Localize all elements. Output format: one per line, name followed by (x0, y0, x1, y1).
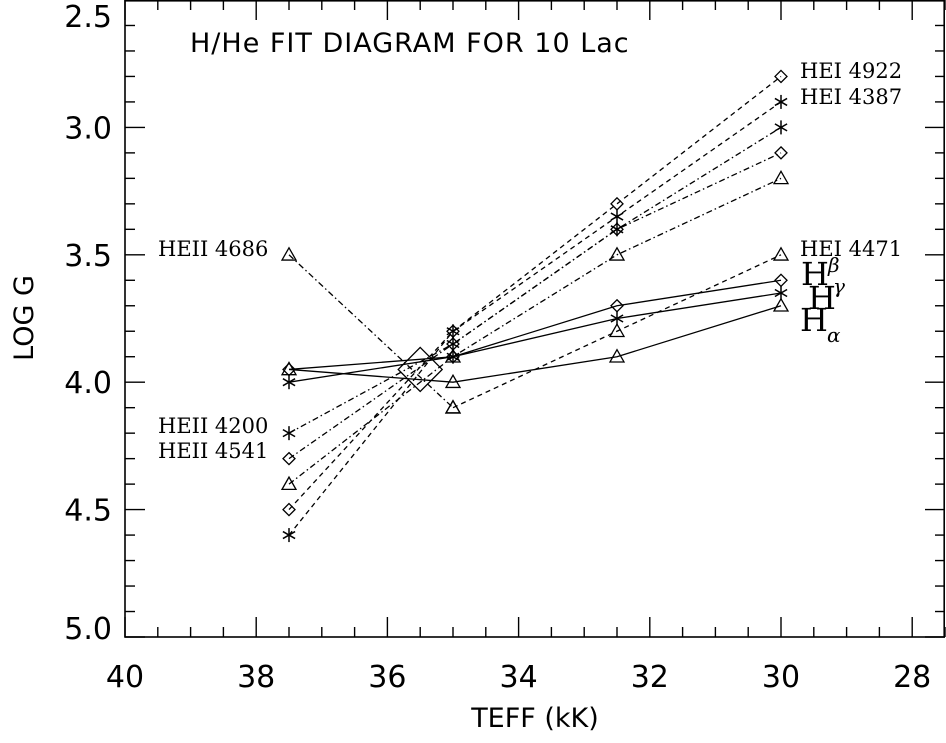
y-tick-label: 4.5 (64, 494, 112, 529)
series-2-point (282, 528, 296, 543)
x-tick-label: 28 (893, 660, 931, 695)
series-1-point (282, 502, 296, 517)
series-4-point (282, 451, 296, 466)
series-9-point (610, 311, 624, 326)
plot-frame (124, 0, 946, 638)
series-10-point (608, 348, 626, 363)
h-gamma-sub: γ (833, 274, 845, 298)
x-tick-label: 30 (762, 660, 800, 695)
plot-axes: 40 38 36 34 32 30 28 2.5 3.0 3.5 4.0 4.5 5.0 (64, 0, 946, 695)
h-gamma-letter: H (808, 279, 836, 317)
series-4-point (610, 222, 624, 237)
chart-title: H/He FIT DIAGRAM FOR 10 Lac (190, 28, 630, 59)
asterisk-stroke (282, 530, 296, 540)
asterisk-stroke (446, 327, 460, 336)
label-h-alpha: H α (800, 301, 841, 347)
label-hei-4922: HEI 4922 (800, 59, 902, 83)
asterisk-stroke (282, 429, 296, 438)
fit-point-diamond (397, 346, 444, 393)
series-5-point (280, 475, 298, 491)
series-7-point (444, 399, 462, 414)
label-heii-4200: HEII 4200 (158, 414, 268, 438)
series-3-point (774, 120, 788, 135)
x-tick-label: 36 (368, 660, 406, 695)
label-h-gamma: H γ (808, 274, 845, 317)
x-tick-label: 34 (500, 660, 538, 695)
series-6-point (280, 246, 298, 261)
asterisk-stroke (774, 123, 788, 132)
series-10-point (444, 373, 462, 389)
series-line-4 (288, 152, 782, 460)
series-line-5 (288, 177, 782, 485)
label-hei-4471: HEI 4471 (800, 237, 902, 261)
series-9-point (446, 349, 460, 364)
series-line-1 (288, 75, 782, 511)
series-3-point (282, 426, 296, 441)
series-line-9 (288, 292, 782, 383)
x-tick-label: 32 (631, 660, 669, 695)
x-tick-label: 40 (106, 660, 144, 695)
y-tick-label: 5.0 (64, 612, 112, 647)
x-axis-title: TEFF (kK) (470, 703, 599, 734)
x-tick-label: 38 (237, 660, 275, 695)
asterisk-stroke (610, 212, 624, 221)
h-alpha-sub: α (827, 323, 841, 347)
series-5-point (772, 170, 790, 185)
series-line-6 (288, 254, 454, 409)
asterisk-stroke (774, 288, 788, 298)
series-4-point (774, 145, 788, 160)
label-heii-4686: HEII 4686 (158, 237, 268, 261)
asterisk-stroke (446, 352, 460, 361)
series-10-point (280, 361, 298, 376)
asterisk-stroke (610, 314, 624, 323)
series-line-7 (452, 254, 782, 409)
series-3-point (610, 222, 624, 237)
series-10-point (772, 297, 790, 312)
asterisk-stroke (282, 378, 296, 387)
series-5-point (608, 246, 626, 261)
series-2-point (446, 324, 460, 339)
series-7-point (772, 246, 790, 261)
label-heii-4541: HEII 4541 (158, 439, 268, 463)
label-h-beta: H β (801, 253, 840, 293)
y-tick-label: 4.0 (64, 366, 112, 401)
series-1-point (610, 196, 624, 211)
label-hei-4387: HEI 4387 (800, 85, 902, 109)
series-9-point (282, 375, 296, 390)
h-alpha-letter: H (800, 301, 828, 339)
series-layer (288, 75, 782, 536)
series-line-10 (288, 305, 782, 383)
series-2-point (610, 209, 624, 224)
y-tick-label: 3.5 (64, 239, 112, 274)
series-line-3 (288, 126, 782, 434)
series-2-point (774, 94, 788, 109)
y-axis-title: LOG G (9, 275, 40, 361)
series-line-2 (288, 101, 782, 536)
y-tick-label: 3.0 (64, 111, 112, 146)
series-7-point (608, 322, 626, 338)
series-1-point (774, 69, 788, 84)
h-beta-letter: H (801, 255, 829, 293)
h-beta-sub: β (827, 253, 840, 277)
marker-layer (280, 69, 790, 543)
asterisk-stroke (774, 97, 788, 107)
y-tick-label: 2.5 (64, 0, 112, 35)
series-line-8 (288, 279, 782, 371)
